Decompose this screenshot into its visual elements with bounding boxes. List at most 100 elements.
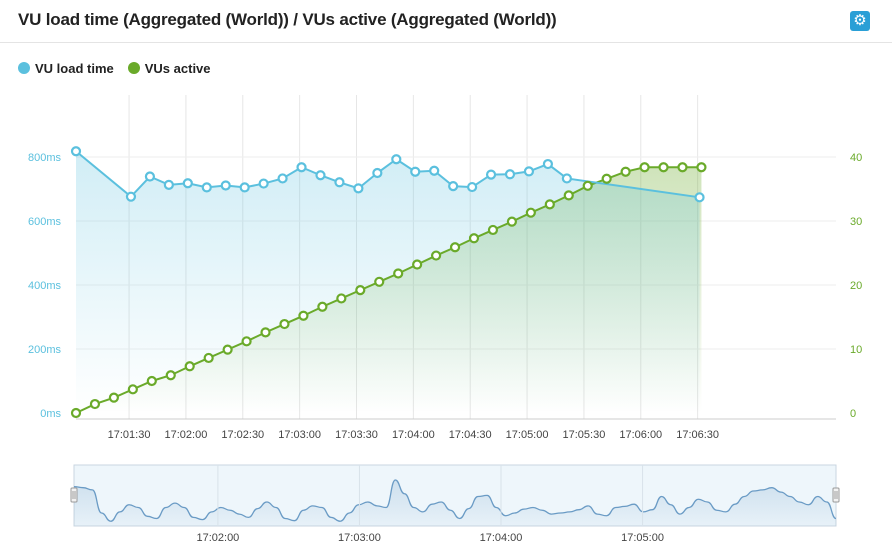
x-tick-label: 17:05:30: [563, 429, 606, 441]
data-point-vus-active: [487, 224, 499, 236]
data-point-vu-load-time: [220, 180, 231, 191]
data-point-vu-load-time: [694, 192, 705, 203]
x-tick-label: 17:02:30: [221, 429, 264, 441]
y-left-tick-label: 600ms: [28, 216, 62, 228]
data-point-vu-load-time: [163, 179, 174, 190]
x-tick-label: 17:04:00: [392, 429, 435, 441]
data-point-vus-active: [336, 293, 347, 304]
chart-title: VU load time (Aggregated (World)) / VUs …: [18, 10, 557, 29]
data-point-vus-active: [127, 384, 138, 395]
navigator-tick-label: 17:02:00: [196, 532, 239, 544]
data-point-vu-load-time: [448, 181, 459, 192]
y-right-tick-label: 10: [850, 344, 862, 356]
x-tick-label: 17:06:00: [619, 429, 662, 441]
data-point-vu-load-time: [523, 166, 535, 177]
y-left-tick-label: 400ms: [28, 280, 62, 292]
data-point-vus-active: [355, 285, 366, 296]
data-point-vus-active: [639, 162, 650, 173]
x-tick-label: 17:04:30: [449, 429, 492, 441]
y-left-tick-label: 0ms: [40, 408, 61, 420]
data-point-vus-active: [146, 375, 157, 387]
data-point-vus-active: [298, 310, 309, 321]
data-point-vus-active: [582, 180, 593, 191]
y-right-tick-label: 0: [850, 408, 856, 420]
data-point-vus-active: [620, 166, 631, 177]
x-tick-label: 17:03:00: [278, 429, 321, 441]
data-point-vus-active: [696, 162, 707, 173]
data-point-vus-active: [374, 276, 385, 287]
data-point-vu-load-time: [561, 173, 572, 184]
navigator-handle-right[interactable]: [832, 487, 840, 503]
y-left-tick-label: 800ms: [28, 152, 62, 164]
point-layer: [70, 146, 707, 419]
legend-item-vu-load-time[interactable]: VU load time: [18, 61, 114, 76]
data-point-vu-load-time: [258, 178, 269, 189]
navigator-line: [73, 479, 837, 522]
data-point-vus-active: [184, 361, 195, 372]
navigator-tick-label: 17:04:00: [480, 532, 523, 544]
data-point-vu-load-time: [315, 170, 326, 181]
data-point-vu-load-time: [410, 166, 421, 177]
gear-icon[interactable]: ⚙: [850, 11, 870, 31]
data-point-vu-load-time: [125, 191, 137, 202]
data-point-vus-active: [449, 242, 461, 253]
data-point-vu-load-time: [353, 183, 364, 194]
data-point-vus-active: [89, 398, 101, 410]
y-right-tick-label: 40: [850, 152, 862, 164]
data-point-vus-active: [544, 199, 555, 210]
navigator-handle-left[interactable]: [70, 487, 78, 503]
data-point-vu-load-time: [504, 169, 516, 180]
y-right-tick-label: 30: [850, 216, 862, 228]
data-point-vu-load-time: [467, 181, 478, 193]
y-left-tick-label: 200ms: [28, 344, 62, 356]
legend: VU load time VUs active: [18, 60, 225, 76]
data-point-vus-active: [412, 259, 423, 270]
legend-label-vu-load-time: VU load time: [35, 60, 114, 76]
data-point-vus-active: [279, 318, 290, 330]
data-point-vu-load-time: [542, 158, 554, 170]
data-point-vu-load-time: [429, 165, 440, 176]
data-point-vus-active: [70, 407, 82, 419]
navigator-tick-label: 17:05:00: [621, 532, 664, 544]
data-point-vus-active: [317, 301, 328, 312]
y-right-tick-label: 20: [850, 280, 862, 292]
data-point-vu-load-time: [334, 177, 345, 188]
navigator-area: [74, 480, 836, 526]
legend-dot-vu-load-time: [18, 62, 30, 74]
legend-item-vus-active[interactable]: VUs active: [127, 60, 211, 76]
navigator-tick-label: 17:03:00: [338, 532, 381, 544]
x-tick-label: 17:05:00: [506, 429, 549, 441]
data-point-vu-load-time: [391, 154, 402, 165]
data-point-vu-load-time: [277, 173, 288, 184]
data-point-vus-active: [241, 336, 252, 347]
data-point-vus-active: [677, 162, 688, 173]
x-tick-label: 17:02:00: [165, 429, 208, 441]
data-point-vu-load-time: [372, 167, 383, 179]
data-point-vus-active: [222, 344, 233, 355]
data-point-vus-active: [165, 370, 176, 381]
x-tick-label: 17:06:30: [676, 429, 719, 441]
data-point-vus-active: [563, 190, 574, 201]
legend-label-vus-active: VUs active: [144, 60, 211, 76]
data-point-vu-load-time: [296, 162, 307, 173]
data-point-vu-load-time: [182, 178, 193, 189]
x-tick-label: 17:01:30: [108, 429, 151, 441]
data-point-vu-load-time: [70, 146, 82, 157]
legend-dot-vus-active: [127, 62, 140, 74]
data-point-vus-active: [260, 327, 271, 338]
data-point-vus-active: [393, 268, 404, 279]
data-point-vus-active: [525, 207, 536, 218]
data-point-vus-active: [108, 392, 120, 403]
data-point-vu-load-time: [485, 169, 497, 180]
data-point-vus-active: [430, 250, 442, 261]
data-point-vus-active: [506, 216, 518, 227]
data-point-vus-active: [658, 162, 669, 173]
data-point-vus-active: [203, 352, 214, 364]
chart-header: VU load time (Aggregated (World)) / VUs …: [0, 0, 892, 43]
x-tick-label: 17:03:30: [335, 429, 378, 441]
axis-layer: 0ms 200ms 400ms 600ms 800ms 0 10 20 30 40 17:01:30…: [28, 152, 862, 441]
data-point-vu-load-time: [239, 182, 250, 193]
range-navigator: 17:02:00 17:03:00 17:04:00 17:05:00: [70, 464, 840, 544]
data-point-vus-active: [468, 233, 480, 244]
